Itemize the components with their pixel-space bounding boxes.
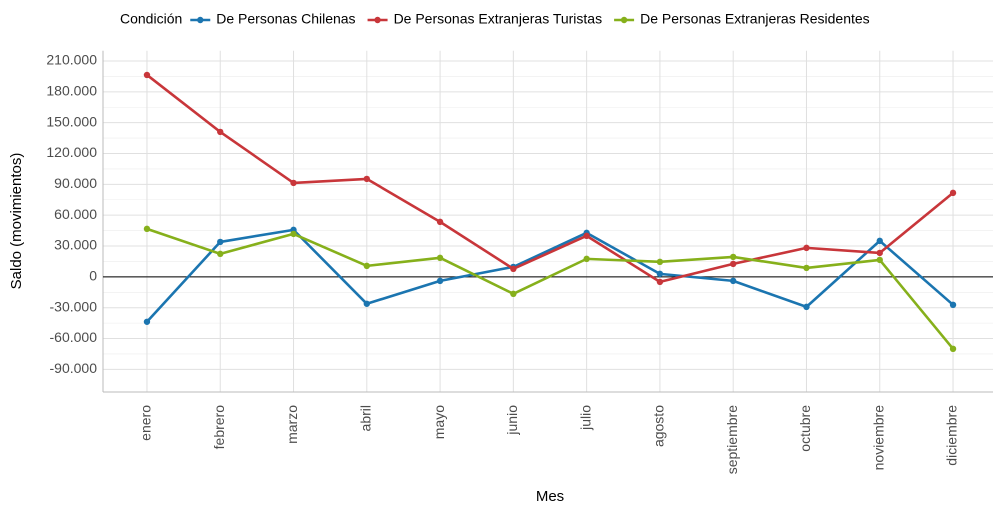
- point: [949, 301, 957, 309]
- y-tick-label: 150.000: [46, 113, 97, 129]
- point: [436, 254, 444, 262]
- point: [363, 300, 371, 307]
- y-tick-label: 60.000: [54, 206, 97, 222]
- series-line: [146, 227, 955, 350]
- point: [583, 255, 590, 263]
- point: [436, 218, 444, 226]
- point: [876, 237, 883, 245]
- y-axis-label: Saldo (movimientos): [8, 153, 25, 290]
- point: [656, 278, 664, 286]
- point: [949, 189, 957, 197]
- y-tick-label: 0: [89, 268, 97, 284]
- y-tick-label: -60.000: [50, 329, 98, 345]
- x-tick-label: junio: [504, 405, 520, 436]
- x-tick-label: enero: [138, 405, 154, 441]
- legend-title: Condición: [120, 11, 182, 27]
- point: [217, 250, 224, 258]
- point: [583, 232, 590, 240]
- legend-swatch: [374, 16, 381, 24]
- x-tick-label: septiembre: [724, 405, 740, 474]
- point: [949, 345, 957, 353]
- legend-label: De Personas Extranjeras Residentes: [640, 11, 870, 27]
- y-tick-label: 90.000: [54, 175, 97, 191]
- y-tick-label: 120.000: [46, 144, 97, 160]
- x-tick-label: octubre: [797, 405, 813, 452]
- point: [876, 256, 883, 264]
- x-tick-label: noviembre: [870, 405, 886, 471]
- x-tick-label: diciembre: [944, 405, 960, 466]
- point: [510, 290, 517, 298]
- legend-label: De Personas Chilenas: [216, 11, 355, 27]
- legend-swatch: [620, 16, 628, 24]
- series-line: [146, 228, 954, 323]
- point: [217, 128, 224, 136]
- series-line: [146, 73, 954, 284]
- point: [656, 258, 664, 266]
- x-tick-label: agosto: [651, 405, 667, 447]
- x-tick-label: abril: [358, 405, 374, 431]
- y-tick-label: 180.000: [46, 83, 97, 99]
- point: [729, 277, 737, 285]
- point: [876, 249, 883, 257]
- point: [803, 303, 810, 311]
- point: [363, 262, 371, 270]
- y-tick-label: 210.000: [46, 52, 97, 68]
- point: [290, 230, 297, 238]
- point: [143, 318, 151, 325]
- point: [729, 253, 737, 261]
- point: [363, 175, 371, 183]
- point: [436, 277, 444, 285]
- point: [143, 225, 151, 233]
- x-tick-label: febrero: [211, 405, 227, 450]
- point: [803, 244, 810, 252]
- point: [803, 264, 810, 272]
- point: [217, 238, 224, 246]
- point: [290, 179, 297, 187]
- point: [729, 260, 737, 268]
- y-tick-label: -30.000: [50, 298, 98, 314]
- x-axis-label: Mes: [536, 488, 564, 505]
- legend-swatch: [197, 16, 204, 24]
- y-tick-label: 30.000: [54, 237, 97, 253]
- point: [510, 265, 517, 273]
- point: [656, 270, 664, 278]
- y-tick-label: -90.000: [50, 360, 98, 376]
- x-tick-label: julio: [577, 405, 593, 431]
- x-tick-label: mayo: [431, 405, 447, 439]
- point: [143, 71, 151, 79]
- x-tick-label: marzo: [284, 405, 300, 444]
- legend-label: De Personas Extranjeras Turistas: [394, 11, 603, 27]
